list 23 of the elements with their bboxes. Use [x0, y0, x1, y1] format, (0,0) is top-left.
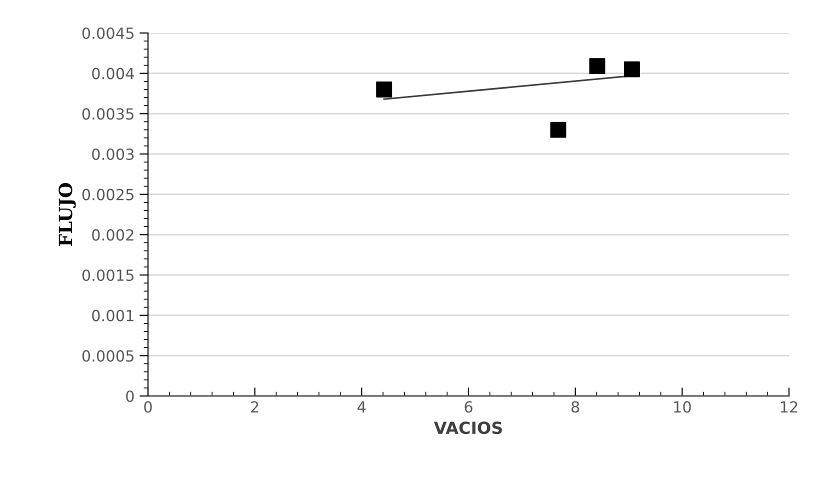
x-tick-label: 6: [464, 401, 472, 413]
point: [550, 122, 566, 138]
x-tick-label: 10: [674, 401, 691, 413]
y-tick-label: 0.0015: [82, 269, 134, 282]
y-tick-label: 0.0045: [82, 27, 134, 40]
point: [589, 58, 606, 74]
x-tick-label: 8: [572, 401, 580, 413]
y-tick-label: 0.002: [92, 229, 134, 241]
y-tick-label: 0.003: [92, 148, 134, 160]
point: [624, 61, 640, 78]
x-tick-label: 4: [358, 401, 366, 412]
y-tick-label: 0.0005: [82, 350, 134, 362]
x-tick-label: 0: [144, 401, 152, 413]
x-tick-label: 12: [780, 401, 798, 412]
y-tick-label: 0.0035: [82, 108, 134, 120]
y-tick-label: 0.0025: [82, 188, 134, 200]
point: [376, 81, 392, 98]
x-tick-label: 2: [251, 401, 258, 412]
y-tick-label: 0: [126, 390, 134, 402]
y-axis-title: FLUJO: [58, 183, 76, 246]
y-tick-label: 0.004: [92, 68, 134, 80]
y-tick-label: 0.001: [92, 310, 134, 322]
x-axis-title: VACIOS: [434, 421, 502, 434]
